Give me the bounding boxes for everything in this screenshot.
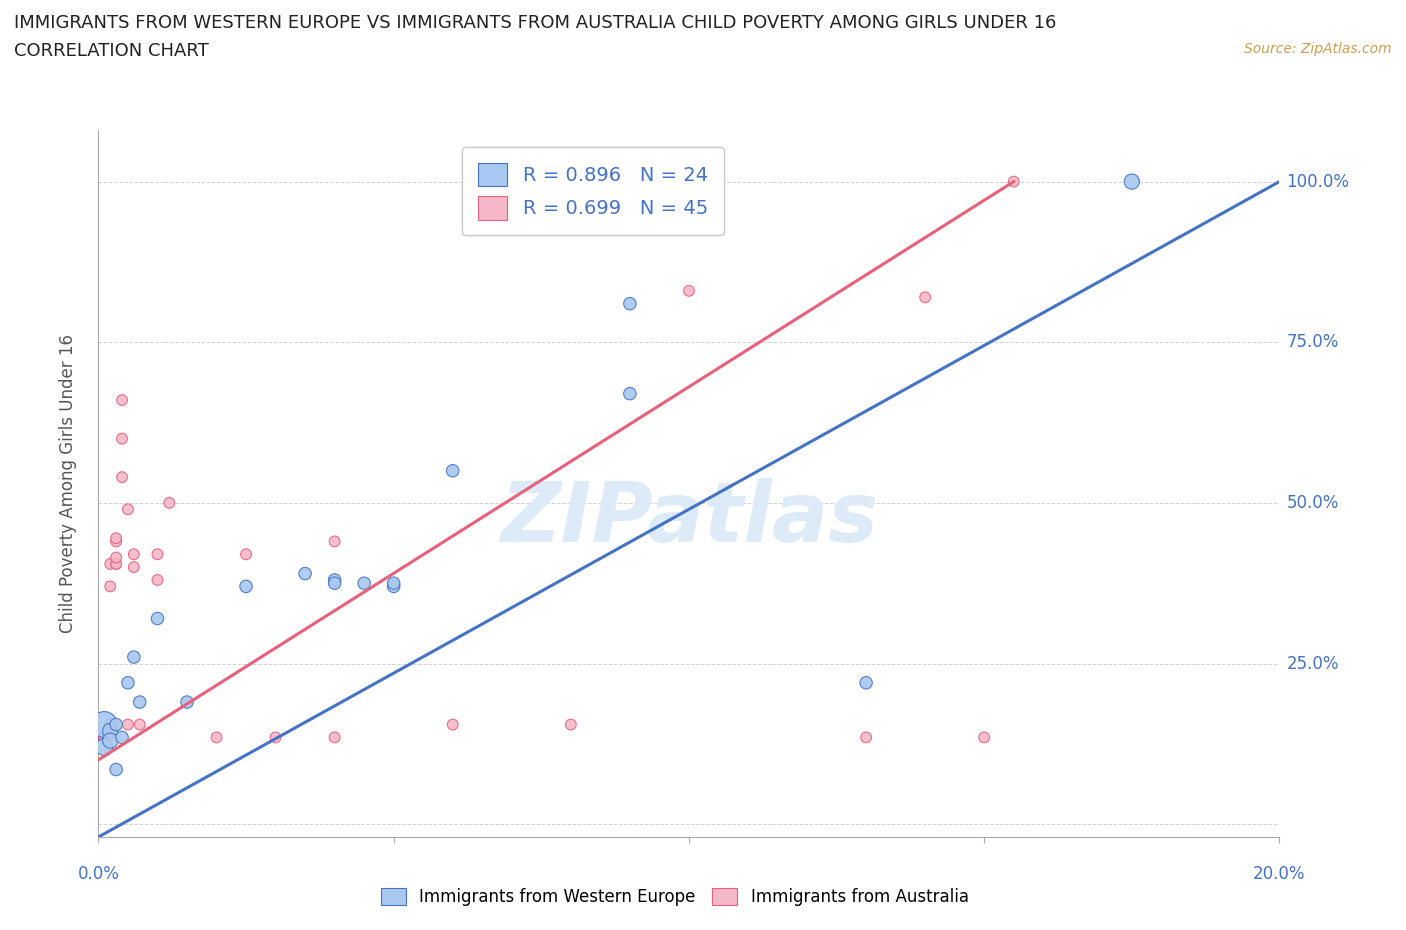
Point	[93, 730, 115, 745]
Point	[93, 730, 115, 745]
Text: IMMIGRANTS FROM WESTERN EUROPE VS IMMIGRANTS FROM AUSTRALIA CHILD POVERTY AMONG : IMMIGRANTS FROM WESTERN EUROPE VS IMMIGR…	[14, 14, 1056, 32]
Point	[105, 717, 128, 732]
Point	[105, 531, 128, 546]
Point	[105, 762, 128, 777]
Point	[105, 556, 128, 571]
Point	[98, 717, 121, 732]
Text: 75.0%: 75.0%	[1286, 333, 1339, 352]
Point	[98, 717, 121, 732]
Point	[117, 502, 139, 517]
Point	[146, 573, 169, 588]
Point	[441, 717, 464, 732]
Text: 20.0%: 20.0%	[1253, 865, 1306, 883]
Point	[619, 386, 641, 401]
Point	[382, 576, 405, 591]
Point	[93, 730, 115, 745]
Point	[264, 730, 287, 745]
Point	[93, 730, 115, 745]
Point	[98, 733, 121, 748]
Point	[353, 576, 375, 591]
Point	[117, 675, 139, 690]
Point	[105, 556, 128, 571]
Point	[98, 717, 121, 732]
Point	[235, 547, 257, 562]
Point	[111, 432, 134, 446]
Point	[973, 730, 995, 745]
Point	[98, 556, 121, 571]
Point	[323, 576, 346, 591]
Point	[93, 730, 115, 745]
Point	[619, 297, 641, 312]
Text: ZIPatlas: ZIPatlas	[501, 478, 877, 560]
Point	[560, 717, 582, 732]
Text: CORRELATION CHART: CORRELATION CHART	[14, 42, 209, 60]
Text: 25.0%: 25.0%	[1286, 655, 1339, 672]
Point	[98, 579, 121, 594]
Point	[93, 730, 115, 745]
Point	[105, 550, 128, 565]
Y-axis label: Child Poverty Among Girls Under 16: Child Poverty Among Girls Under 16	[59, 334, 77, 633]
Text: 0.0%: 0.0%	[77, 865, 120, 883]
Point	[678, 284, 700, 299]
Point	[382, 579, 405, 594]
Point	[98, 717, 121, 732]
Point	[441, 463, 464, 478]
Point	[93, 730, 115, 745]
Point	[117, 717, 139, 732]
Point	[111, 392, 134, 407]
Point	[105, 534, 128, 549]
Point	[122, 650, 145, 665]
Text: Source: ZipAtlas.com: Source: ZipAtlas.com	[1244, 42, 1392, 56]
Point	[93, 717, 115, 732]
Point	[146, 611, 169, 626]
Point	[93, 730, 115, 745]
Point	[122, 547, 145, 562]
Point	[914, 290, 936, 305]
Point	[146, 547, 169, 562]
Point	[93, 730, 115, 745]
Legend: R = 0.896   N = 24, R = 0.699   N = 45: R = 0.896 N = 24, R = 0.699 N = 45	[463, 147, 724, 235]
Point	[111, 470, 134, 485]
Point	[235, 579, 257, 594]
Text: 50.0%: 50.0%	[1286, 494, 1339, 512]
Point	[93, 730, 115, 745]
Point	[122, 560, 145, 575]
Point	[176, 695, 198, 710]
Point	[323, 730, 346, 745]
Point	[205, 730, 228, 745]
Text: 100.0%: 100.0%	[1286, 173, 1350, 191]
Point	[157, 496, 180, 511]
Point	[855, 730, 877, 745]
Legend: Immigrants from Western Europe, Immigrants from Australia: Immigrants from Western Europe, Immigran…	[374, 881, 976, 912]
Point	[323, 534, 346, 549]
Point	[128, 695, 150, 710]
Point	[294, 566, 316, 581]
Point	[93, 739, 115, 754]
Point	[98, 717, 121, 732]
Point	[1002, 174, 1025, 189]
Point	[98, 724, 121, 738]
Point	[323, 573, 346, 588]
Point	[128, 717, 150, 732]
Point	[855, 675, 877, 690]
Point	[1121, 174, 1143, 189]
Point	[111, 730, 134, 745]
